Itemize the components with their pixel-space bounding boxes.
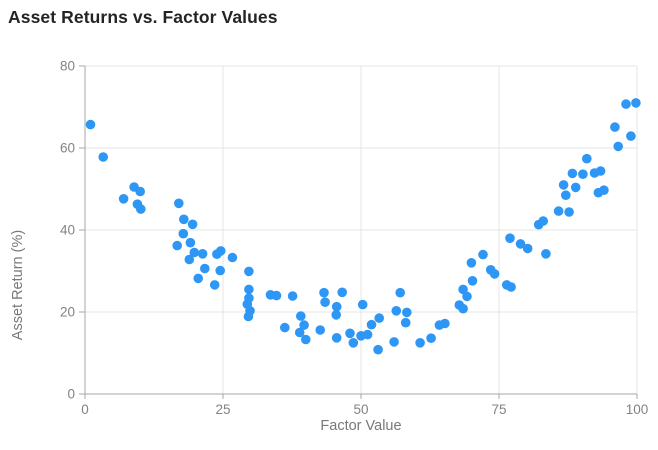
data-point[interactable]	[172, 240, 182, 251]
x-tick-label: 25	[215, 402, 230, 417]
data-point[interactable]	[174, 198, 184, 209]
data-point[interactable]	[135, 186, 145, 197]
y-tick-label: 40	[60, 223, 75, 238]
y-tick-label: 80	[60, 59, 75, 74]
data-point[interactable]	[626, 131, 636, 141]
data-point[interactable]	[319, 287, 329, 298]
data-point[interactable]	[244, 293, 254, 303]
data-point[interactable]	[462, 291, 472, 302]
data-point[interactable]	[402, 307, 412, 318]
data-point[interactable]	[209, 280, 220, 290]
data-point[interactable]	[200, 263, 210, 274]
data-point[interactable]	[345, 328, 355, 339]
y-tick-label: 60	[60, 141, 75, 156]
data-point[interactable]	[136, 204, 146, 214]
data-point[interactable]	[187, 219, 198, 230]
data-point[interactable]	[315, 325, 326, 335]
data-point[interactable]	[506, 282, 516, 292]
data-point[interactable]	[538, 216, 548, 226]
data-point[interactable]	[362, 329, 373, 340]
data-point[interactable]	[374, 313, 385, 323]
data-point[interactable]	[348, 338, 359, 348]
y-tick-label: 0	[67, 387, 75, 402]
data-point[interactable]	[357, 299, 368, 310]
data-point[interactable]	[185, 237, 196, 248]
data-point[interactable]	[337, 287, 348, 298]
data-point[interactable]	[178, 228, 189, 239]
data-point[interactable]	[440, 318, 450, 329]
data-point[interactable]	[505, 233, 515, 243]
data-point[interactable]	[478, 249, 488, 260]
data-point[interactable]	[280, 322, 290, 333]
x-tick-label: 100	[626, 402, 649, 417]
data-point[interactable]	[391, 306, 402, 316]
x-tick-label: 0	[81, 402, 89, 417]
data-point[interactable]	[522, 243, 533, 254]
data-point[interactable]	[631, 98, 641, 108]
data-point[interactable]	[85, 119, 96, 130]
data-point[interactable]	[621, 99, 631, 109]
data-point[interactable]	[215, 265, 225, 276]
data-point[interactable]	[567, 168, 578, 179]
data-point[interactable]	[415, 338, 425, 348]
data-point[interactable]	[216, 246, 226, 256]
data-point[interactable]	[389, 337, 399, 347]
data-point[interactable]	[299, 320, 309, 330]
data-point[interactable]	[426, 333, 436, 344]
data-point[interactable]	[331, 333, 342, 343]
data-point[interactable]	[400, 317, 411, 328]
data-point[interactable]	[197, 249, 208, 259]
data-point[interactable]	[373, 344, 383, 355]
data-point[interactable]	[331, 310, 342, 320]
y-axis-title: Asset Return (%)	[10, 230, 26, 340]
data-point[interactable]	[561, 190, 571, 200]
data-point[interactable]	[582, 153, 592, 164]
data-point[interactable]	[296, 311, 306, 321]
chart-title: Asset Returns vs. Factor Values	[8, 7, 278, 27]
data-point[interactable]	[489, 269, 500, 279]
data-point[interactable]	[244, 266, 254, 277]
x-axis-title: Factor Value	[320, 418, 401, 434]
x-tick-label: 50	[353, 402, 368, 417]
data-point[interactable]	[189, 247, 200, 258]
data-point[interactable]	[271, 290, 282, 301]
data-point[interactable]	[320, 297, 330, 308]
data-point[interactable]	[595, 166, 606, 176]
data-point[interactable]	[244, 284, 254, 295]
data-point[interactable]	[613, 141, 623, 152]
data-point[interactable]	[610, 122, 620, 132]
data-point[interactable]	[287, 291, 298, 301]
data-point[interactable]	[331, 301, 342, 312]
data-point[interactable]	[301, 334, 311, 345]
data-point[interactable]	[578, 169, 588, 179]
data-point[interactable]	[227, 252, 238, 263]
data-point[interactable]	[184, 254, 195, 265]
data-point[interactable]	[193, 273, 203, 284]
data-point[interactable]	[395, 287, 406, 298]
data-point[interactable]	[118, 194, 129, 204]
data-point[interactable]	[179, 214, 189, 225]
data-point[interactable]	[553, 206, 564, 216]
data-point[interactable]	[466, 258, 477, 268]
data-point[interactable]	[599, 185, 609, 195]
data-point[interactable]	[541, 249, 551, 259]
data-point[interactable]	[467, 276, 478, 286]
x-tick-label: 75	[491, 402, 506, 417]
data-point[interactable]	[98, 152, 108, 162]
data-point[interactable]	[564, 207, 574, 217]
data-point[interactable]	[245, 306, 255, 316]
data-point[interactable]	[458, 303, 468, 314]
y-tick-label: 20	[60, 305, 75, 320]
data-point[interactable]	[366, 319, 377, 330]
data-point[interactable]	[515, 239, 526, 249]
data-point[interactable]	[294, 327, 305, 338]
data-point[interactable]	[458, 284, 468, 295]
data-point[interactable]	[570, 182, 581, 193]
data-point[interactable]	[558, 180, 569, 190]
